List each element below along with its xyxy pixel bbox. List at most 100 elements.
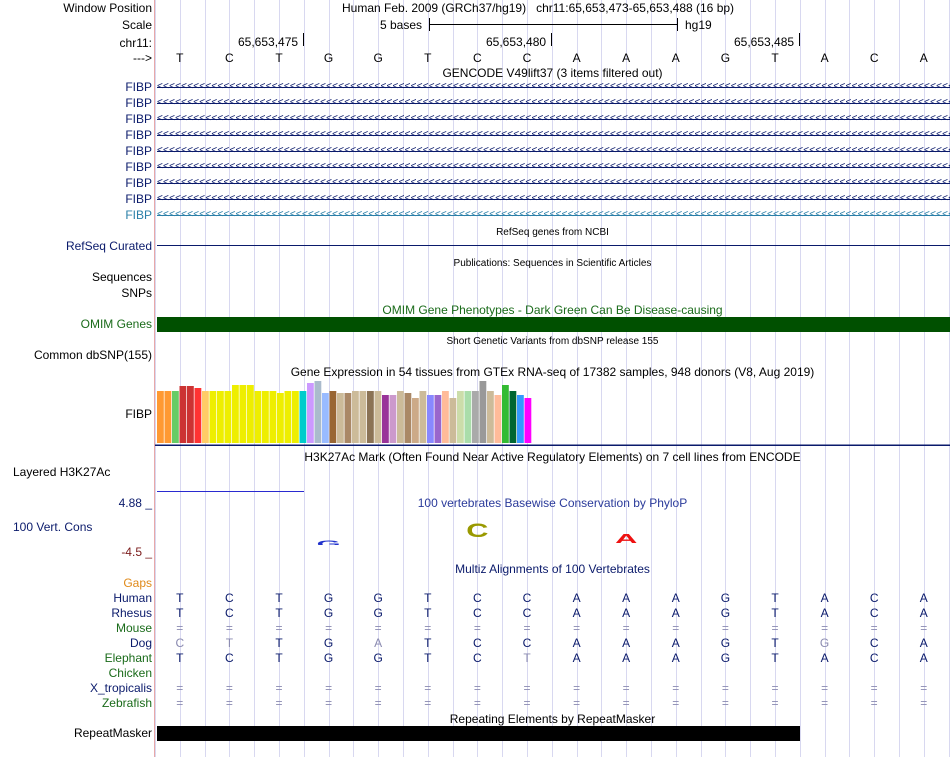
gtex-tissue-bar[interactable] [502,385,509,443]
gtex-tissue-bar[interactable] [179,386,187,443]
species-label[interactable]: Chicken [108,666,152,680]
gtex-tissue-bar[interactable] [449,398,457,443]
aligned-base: T [424,651,432,665]
gtex-fibp-label[interactable]: FIBP [125,407,152,421]
species-label[interactable]: Dog [129,636,152,650]
gencode-transcript-line[interactable] [157,151,950,152]
gtex-tissue-bar[interactable] [367,391,374,443]
gtex-tissue-bar[interactable] [389,395,397,443]
gtex-tissue-bar[interactable] [299,391,307,443]
gtex-tissue-bar[interactable] [202,391,209,443]
gtex-tissue-bar[interactable] [164,391,172,443]
repeatmasker-element[interactable] [157,726,800,741]
gtex-tissue-bar[interactable] [322,393,329,443]
strand-label[interactable]: ---> [133,51,152,65]
gtex-tissue-bar[interactable] [479,381,487,443]
gtex-tissue-bar[interactable] [284,391,292,443]
phylop-cons-label[interactable]: 100 Vert. Cons [13,520,93,534]
multiz-gaps-label[interactable]: Gaps [123,576,152,590]
phylop-conservation-logo[interactable]: GCCAATC [155,515,950,545]
gtex-tissue-bar[interactable] [217,391,224,443]
gtex-tissue-bar[interactable] [269,391,277,443]
gtex-tissue-bar[interactable] [262,391,269,443]
gencode-transcript-line[interactable] [157,119,950,120]
gtex-tissue-bar[interactable] [352,391,359,443]
gtex-tissue-bar[interactable] [157,391,164,443]
omim-phenotype-bar[interactable] [157,317,950,332]
gtex-tissue-bar[interactable] [419,391,427,443]
gtex-tissue-bar[interactable] [434,395,442,443]
gtex-tissue-bar[interactable] [172,391,179,443]
gencode-transcript-label[interactable]: FIBP [125,176,152,190]
gtex-expression-bars[interactable] [155,379,950,446]
gtex-tissue-bar[interactable] [359,391,367,443]
gtex-tissue-bar[interactable] [374,391,382,443]
gtex-tissue-bar[interactable] [517,395,524,443]
species-label[interactable]: Zebrafish [101,696,152,710]
omim-genes-label[interactable]: OMIM Genes [80,317,152,331]
gtex-tissue-bar[interactable] [224,391,232,443]
gencode-transcript-line[interactable] [157,135,950,136]
species-label[interactable]: Mouse [115,621,152,635]
gtex-tissue-bar[interactable] [277,393,284,443]
gtex-tissue-bar[interactable] [442,391,449,443]
aligned-base: A [374,636,383,650]
h3k27ac-signal[interactable] [157,491,304,492]
gencode-transcript-line[interactable] [157,215,950,216]
gtex-tissue-bar[interactable] [187,386,194,443]
window-position-label[interactable]: Window Position [63,1,152,15]
gencode-transcript-line[interactable] [157,103,950,104]
gencode-transcript-label[interactable]: FIBP [125,192,152,206]
gtex-tissue-bar[interactable] [472,391,479,443]
gencode-transcript-line[interactable] [157,183,950,184]
gtex-tissue-bar[interactable] [344,393,352,443]
gtex-tissue-bar[interactable] [487,391,494,443]
species-label[interactable]: Human [113,591,152,605]
gencode-transcript-label[interactable]: FIBP [125,128,152,142]
species-label[interactable]: Elephant [104,651,152,665]
strand-arrows: <<<<<<<<<<<<<<<<<<<<<<<<<<<<<<<<<<<<<<<<… [157,177,950,188]
gencode-transcript-line[interactable] [157,167,950,168]
gencode-transcript-label[interactable]: FIBP [125,144,152,158]
layered-h3k27ac-label[interactable]: Layered H3K27Ac [13,465,111,479]
publications-sequences-label[interactable]: Sequences [91,270,152,284]
chrom-label[interactable]: chr11: [119,36,152,50]
gtex-tissue-bar[interactable] [404,393,412,443]
gencode-transcript-label[interactable]: FIBP [125,112,152,126]
aligned-base: T [176,606,184,620]
gtex-tissue-bar[interactable] [382,395,389,443]
species-label[interactable]: Rhesus [111,606,152,620]
gtex-tissue-bar[interactable] [329,391,337,443]
publications-snps-label[interactable]: SNPs [121,286,152,300]
gtex-tissue-bar[interactable] [412,398,419,443]
gtex-tissue-bar[interactable] [457,391,464,443]
gtex-tissue-bar[interactable] [307,383,314,443]
gencode-transcript-line[interactable] [157,199,950,200]
gtex-tissue-bar[interactable] [209,391,217,443]
gtex-tissue-bar[interactable] [524,398,532,443]
gencode-transcript-label[interactable]: FIBP [125,96,152,110]
gtex-tissue-bar[interactable] [337,393,344,443]
gtex-tissue-bar[interactable] [509,391,517,443]
gtex-tissue-bar[interactable] [232,385,239,443]
gtex-tissue-bar[interactable] [397,391,404,443]
gtex-tissue-bar[interactable] [247,385,254,443]
gtex-tissue-bar[interactable] [494,395,502,443]
scale-label[interactable]: Scale [121,18,152,32]
gtex-tissue-bar[interactable] [427,395,434,443]
gencode-transcript-label[interactable]: FIBP [125,160,152,174]
species-label[interactable]: X_tropicalis [89,681,152,695]
gtex-tissue-bar[interactable] [314,381,322,443]
repeatmasker-label[interactable]: RepeatMasker [73,726,152,740]
gtex-tissue-bar[interactable] [464,391,472,443]
gencode-transcript-label[interactable]: FIBP [125,80,152,94]
gtex-tissue-bar[interactable] [254,391,262,443]
gtex-tissue-bar[interactable] [239,385,247,443]
gencode-transcript-line[interactable] [157,87,950,88]
gtex-tissue-bar[interactable] [194,388,202,443]
refseq-curated-label[interactable]: RefSeq Curated [65,239,152,253]
gtex-tissue-bar[interactable] [292,391,299,443]
refseq-line[interactable] [157,245,950,246]
common-dbsnp-label[interactable]: Common dbSNP(155) [33,348,152,362]
gencode-transcript-label[interactable]: FIBP [125,208,152,222]
